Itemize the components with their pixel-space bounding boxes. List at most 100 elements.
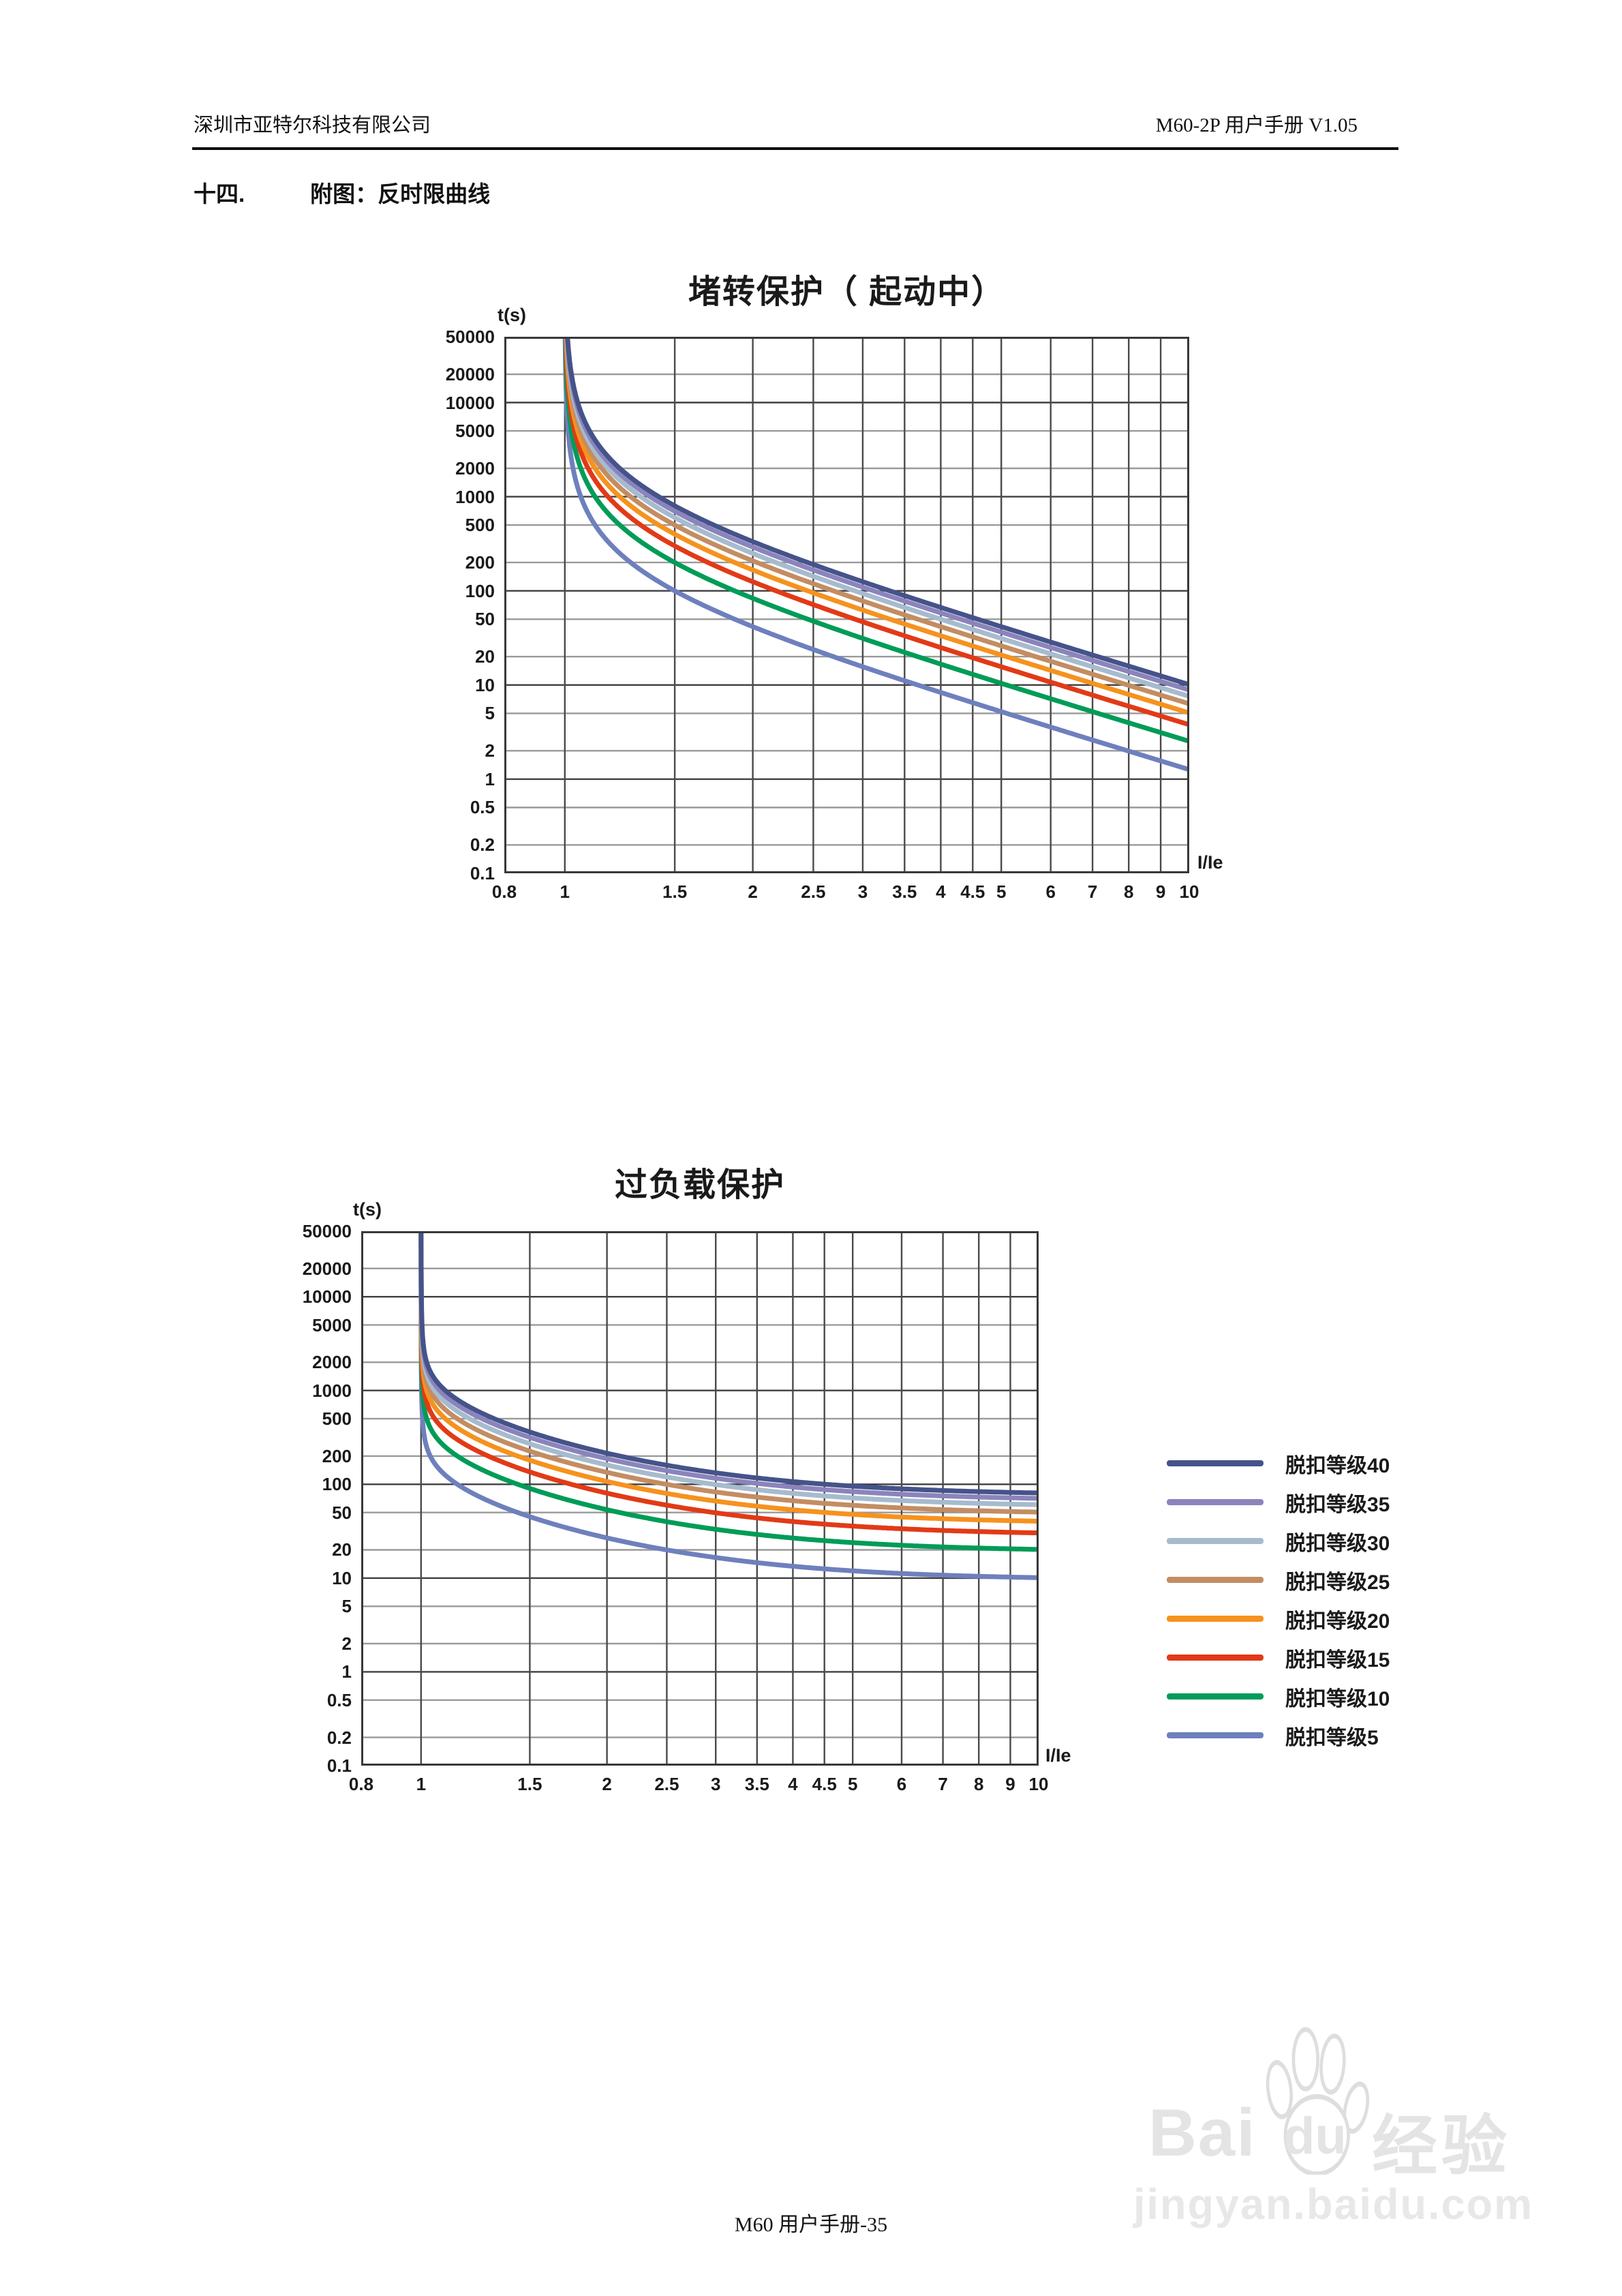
legend-label: 脱扣等级25 [1285, 1571, 1390, 1594]
x-tick-label: 8 [1123, 881, 1134, 902]
x-tick-label: 1.5 [662, 881, 688, 902]
chart1-x-axis-unit: I/Ie [1197, 852, 1223, 873]
legend-color-swatch [1167, 1460, 1264, 1466]
y-tick-label: 50 [475, 609, 495, 630]
x-tick-label: 3 [857, 881, 868, 902]
curve-脱扣等级30 [418, 1231, 1039, 1507]
x-tick-label: 5 [847, 1774, 858, 1794]
x-tick-label: 1 [560, 881, 570, 902]
y-tick-label: 1 [485, 768, 495, 789]
y-tick-label: 0.2 [326, 1727, 352, 1748]
legend-label: 脱扣等级20 [1285, 1610, 1390, 1633]
plot-border [361, 1231, 1039, 1766]
section-number: 十四. [194, 181, 245, 207]
curve-脱扣等级30 [564, 337, 1189, 699]
legend-color-swatch [1167, 1538, 1264, 1544]
legend-color-swatch [1167, 1693, 1264, 1700]
watermark-du-text: du [1283, 2107, 1347, 2165]
chart1-title: 堵转保护（ 起动中） [688, 274, 1006, 310]
curve-脱扣等级40 [565, 337, 1189, 687]
plot-border [504, 337, 1189, 873]
x-tick-label: 2 [602, 1774, 612, 1794]
y-tick-label: 50 [332, 1502, 352, 1523]
legend-item: 脱扣等级30 [1167, 1522, 1453, 1560]
legend-label: 脱扣等级35 [1285, 1493, 1390, 1516]
y-tick-label: 2000 [312, 1352, 352, 1373]
x-tick-label: 6 [1045, 881, 1056, 902]
x-tick-label: 7 [1087, 881, 1098, 902]
legend-label: 脱扣等级5 [1285, 1726, 1379, 1749]
header-manual-version: M60-2P 用户手册 V1.05 [1155, 115, 1358, 136]
x-tick-label: 2.5 [801, 881, 826, 902]
y-tick-label: 200 [322, 1445, 352, 1466]
curve-脱扣等级10 [563, 337, 1189, 744]
legend-item: 脱扣等级25 [1167, 1560, 1453, 1599]
curve-脱扣等级15 [418, 1231, 1039, 1536]
x-tick-label: 7 [938, 1774, 948, 1794]
y-tick-label: 0.2 [470, 834, 495, 856]
legend-color-swatch [1167, 1655, 1264, 1661]
y-tick-label: 50000 [445, 327, 495, 347]
curve-脱扣等级5 [418, 1231, 1039, 1580]
section-heading: 十四. 附图：反时限曲线 [194, 176, 490, 209]
y-tick-label: 20000 [302, 1258, 352, 1279]
legend-label: 脱扣等级40 [1285, 1454, 1390, 1477]
y-tick-label: 0.1 [470, 863, 495, 883]
x-tick-label: 10 [1179, 881, 1199, 902]
curve-脱扣等级35 [418, 1231, 1039, 1501]
x-tick-label: 2.5 [654, 1774, 679, 1794]
curve-脱扣等级25 [564, 337, 1189, 706]
x-tick-label: 9 [1155, 881, 1166, 902]
legend-item: 脱扣等级5 [1167, 1716, 1453, 1755]
x-tick-label: 0.8 [348, 1774, 374, 1794]
y-tick-label: 2 [341, 1633, 352, 1655]
watermark-url: jingyan.baidu.com [1133, 2181, 1534, 2229]
watermark-jingyan-text: 经验 [1372, 2110, 1511, 2183]
chart2-plot [361, 1231, 1039, 1766]
x-tick-label: 1.5 [517, 1774, 542, 1794]
curve-脱扣等级15 [563, 337, 1189, 727]
legend-label: 脱扣等级30 [1285, 1532, 1390, 1555]
chart2-x-axis-unit: I/Ie [1045, 1745, 1071, 1766]
y-tick-label: 1 [341, 1661, 352, 1682]
y-tick-label: 20000 [445, 363, 495, 384]
x-tick-label: 3.5 [892, 881, 917, 902]
y-tick-label: 10 [475, 674, 495, 695]
baidu-watermark: Bai du 经验 jingyan.baidu.com [1128, 2026, 1571, 2237]
x-tick-label: 4 [788, 1774, 798, 1794]
x-tick-label: 4.5 [812, 1774, 837, 1794]
curve-脱扣等级25 [418, 1231, 1039, 1515]
x-tick-label: 1 [416, 1774, 427, 1794]
legend-item: 脱扣等级10 [1167, 1677, 1453, 1716]
y-tick-label: 500 [322, 1408, 352, 1430]
baidu-paw-icon [1266, 2027, 1370, 2175]
legend-color-swatch [1167, 1577, 1264, 1583]
y-tick-label: 5 [485, 703, 495, 724]
y-tick-label: 5 [341, 1596, 352, 1617]
curve-脱扣等级10 [418, 1231, 1039, 1552]
legend-item: 脱扣等级35 [1167, 1483, 1453, 1522]
x-tick-label: 8 [973, 1774, 984, 1794]
y-tick-label: 10000 [445, 392, 495, 413]
y-tick-label: 100 [465, 580, 495, 601]
legend-item: 脱扣等级40 [1167, 1444, 1453, 1483]
y-tick-label: 0.1 [326, 1755, 352, 1776]
y-tick-label: 10000 [302, 1286, 352, 1308]
chart1-plot [504, 337, 1189, 873]
y-tick-label: 2 [485, 740, 495, 761]
y-tick-label: 1000 [455, 486, 495, 507]
legend-label: 脱扣等级10 [1285, 1687, 1390, 1710]
legend-color-swatch [1167, 1616, 1264, 1622]
curve-脱扣等级20 [564, 337, 1189, 716]
watermark-bai-text: Bai [1148, 2095, 1257, 2170]
y-tick-label: 5000 [455, 421, 495, 442]
y-tick-label: 20 [332, 1539, 352, 1560]
y-tick-label: 50000 [302, 1221, 352, 1241]
section-title: 附图：反时限曲线 [310, 181, 491, 207]
x-tick-label: 3.5 [744, 1774, 769, 1794]
x-tick-label: 4 [936, 881, 946, 902]
y-tick-label: 2000 [455, 458, 495, 479]
legend-color-swatch [1167, 1732, 1264, 1738]
legend-label: 脱扣等级15 [1285, 1648, 1390, 1672]
